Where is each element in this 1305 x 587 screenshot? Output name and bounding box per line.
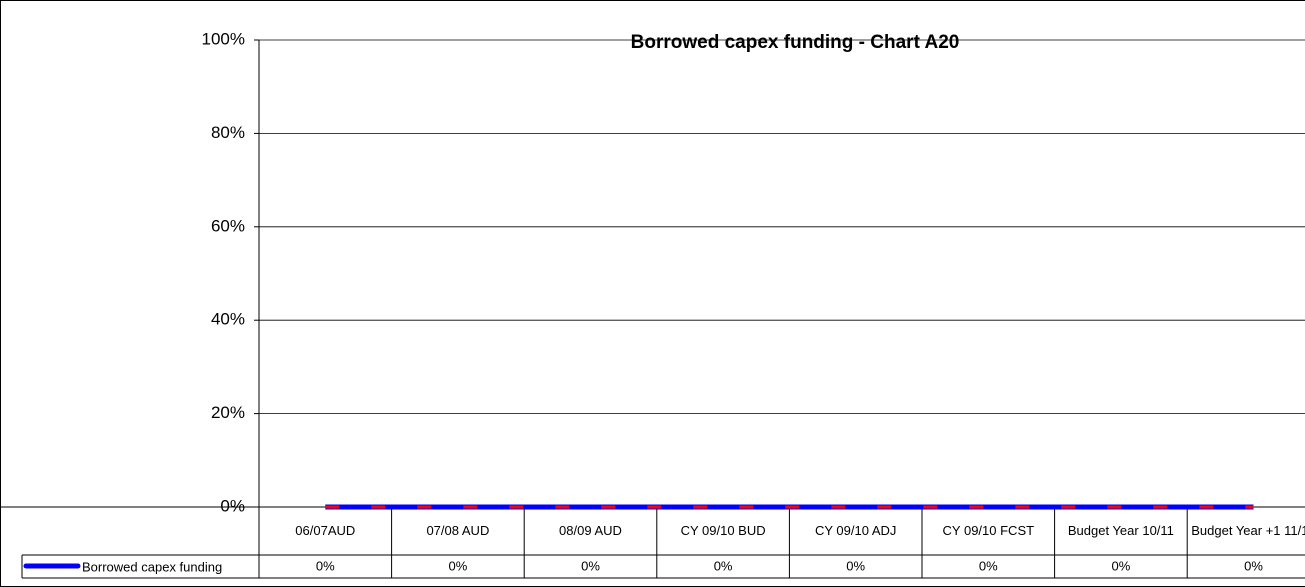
data-label: 0% (714, 558, 733, 573)
y-tick-label: 60% (211, 216, 245, 235)
data-label: 0% (316, 558, 335, 573)
data-label: 0% (581, 558, 600, 573)
data-label: 0% (1112, 558, 1131, 573)
x-tick-label: 07/08 AUD (426, 523, 490, 538)
x-tick-label-box: 06/07AUD (295, 523, 356, 538)
x-tick-label-box: 07/08 AUD (426, 523, 490, 538)
data-label: 0% (1244, 558, 1263, 573)
data-label: 0% (979, 558, 998, 573)
x-tick-label-box: 08/09 AUD (559, 523, 622, 538)
legend-label: Borrowed capex funding (82, 559, 222, 574)
y-tick-label: 100% (202, 29, 245, 48)
x-tick-label-box: CY 09/10 ADJ (814, 523, 897, 538)
x-tick-label: 08/09 AUD (559, 523, 622, 538)
x-tick-label-box: CY 09/10 BUD (680, 523, 766, 538)
x-tick-label: Budget Year +1 11/12 (1191, 523, 1305, 538)
data-label: 0% (449, 558, 468, 573)
y-tick-label: 0% (220, 496, 245, 515)
x-tick-label: 06/07AUD (295, 523, 356, 538)
y-tick-label: 40% (211, 310, 245, 329)
x-tick-label-box: CY 09/10 FCST (942, 523, 1035, 538)
y-tick-label: 80% (211, 123, 245, 142)
y-tick-label: 20% (211, 403, 245, 422)
x-tick-label: CY 09/10 BUD (680, 523, 766, 538)
x-tick-label-box: Budget Year 10/11 (1067, 523, 1174, 538)
x-tick-label: CY 09/10 ADJ (814, 523, 897, 538)
x-tick-label-box: Budget Year +1 11/12 (1191, 523, 1305, 538)
x-tick-label: CY 09/10 FCST (942, 523, 1035, 538)
x-tick-label: Budget Year 10/11 (1067, 523, 1174, 538)
chart-title: Borrowed capex funding - Chart A20 (631, 32, 960, 53)
data-label: 0% (846, 558, 865, 573)
